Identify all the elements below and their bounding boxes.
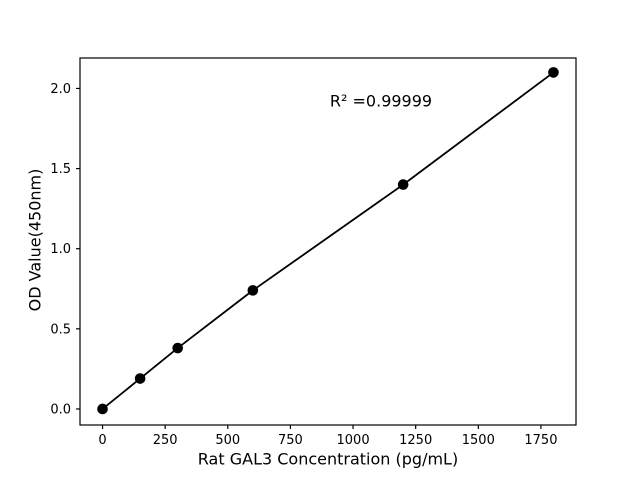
y-axis-label: OD Value(450nm) (25, 168, 45, 312)
y-tick-label: 2.0 (50, 82, 71, 97)
data-point-marker (134, 373, 146, 384)
x-tick-label: 1500 (462, 433, 495, 448)
x-axis-label: Rat GAL3 Concentration (pg/mL) (197, 449, 459, 469)
data-point-marker (247, 285, 259, 296)
plot-frame (79, 57, 577, 426)
y-tick-label: 1.0 (50, 242, 71, 257)
data-point-marker (97, 403, 108, 415)
y-tick-label: 1.5 (50, 162, 71, 177)
x-tick-label: 1250 (399, 433, 432, 448)
data-point-marker (397, 179, 409, 190)
y-tick-label: 0.5 (50, 322, 71, 337)
x-tick-label: 0 (98, 433, 106, 448)
r-squared-annotation: R² =0.99999 (329, 91, 433, 111)
data-point-marker (548, 67, 559, 78)
x-tick-label: 750 (278, 433, 303, 448)
x-tick-label: 1000 (337, 433, 370, 448)
x-tick-label: 500 (215, 433, 240, 448)
x-tick-label: 250 (153, 433, 178, 448)
y-tick-label: 0.0 (50, 402, 71, 417)
data-point-marker (172, 342, 183, 354)
standard-curve-line (101, 71, 554, 410)
x-tick-label: 1750 (524, 433, 557, 448)
